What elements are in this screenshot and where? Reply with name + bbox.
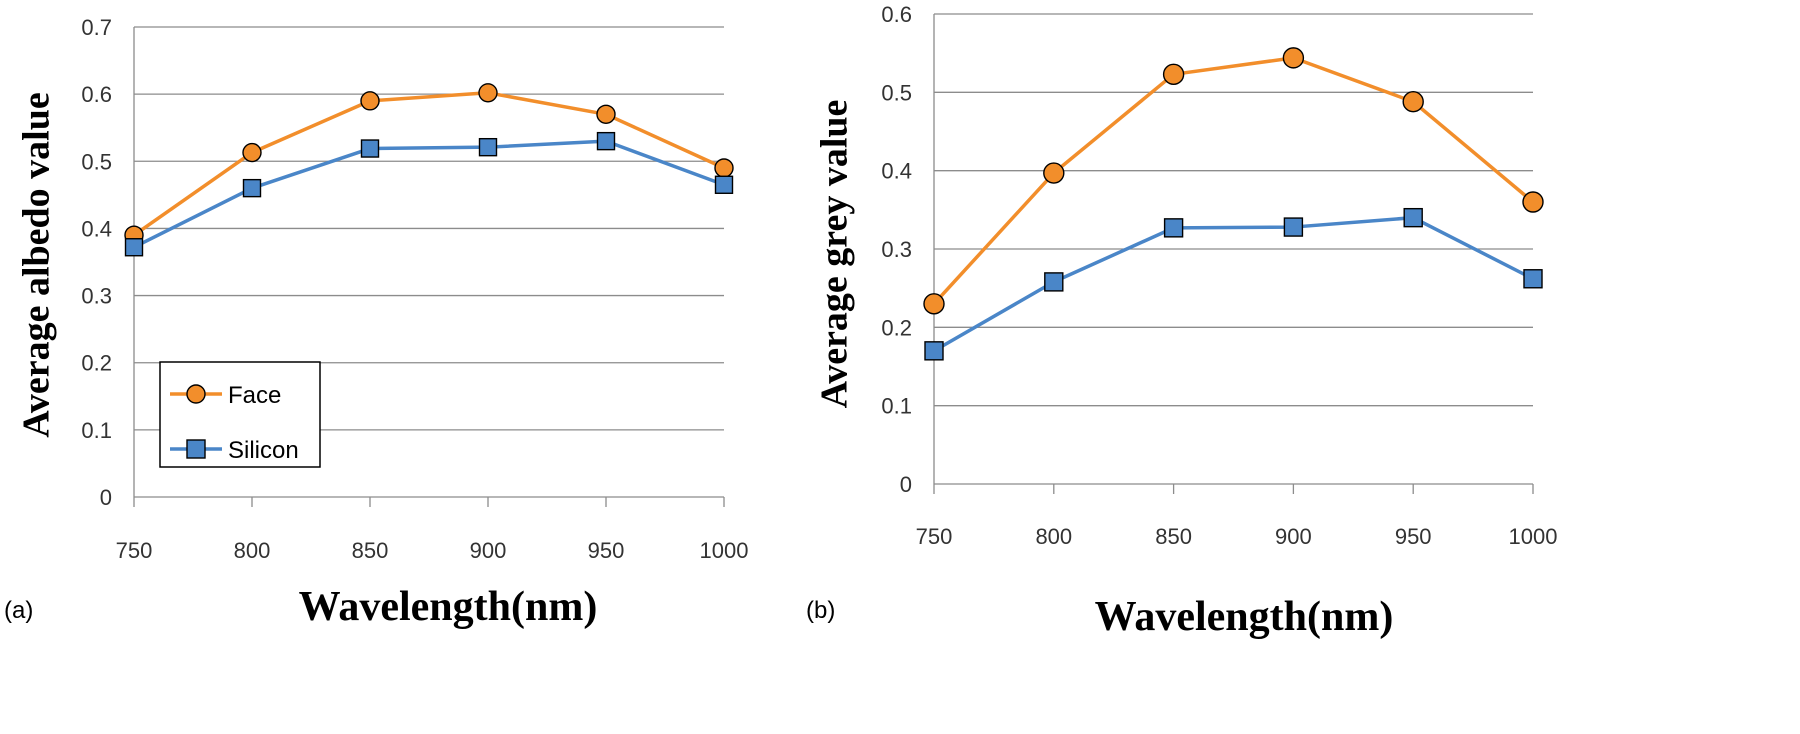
series-line-orange [932,56,1535,306]
x-tick-label: 800 [234,538,271,563]
data-point-circle [1162,63,1185,86]
x-axis-title: Wavelength(nm) [299,584,598,630]
data-point-circle [714,158,734,178]
data-point-square [714,175,734,194]
data-point-square [1523,269,1543,289]
data-point-square [360,139,380,158]
y-tick-label: 0 [100,485,112,510]
data-point-circle [1043,162,1065,184]
legend-marker-square [186,439,206,459]
x-tick-label: 800 [1035,524,1072,549]
data-point-circle [478,83,498,103]
y-tick-label: 0 [900,472,912,497]
panel-label: (b) [806,597,835,624]
legend-label-face: Face [228,382,281,409]
data-point-circle [923,293,945,315]
x-tick-label: 1000 [700,538,749,563]
data-point-circle [596,104,616,124]
y-tick-label: 0.2 [881,315,912,340]
x-axis-title: Wavelength(nm) [1095,594,1394,640]
y-axis-title: Average grey value [814,100,856,409]
x-tick-label: 950 [588,538,625,563]
series-line-silicon [133,139,725,249]
data-point-circle [1282,47,1305,69]
y-tick-label: 0.4 [81,216,112,241]
y-tick-label: 0.5 [881,80,912,105]
data-point-circle [1522,191,1544,213]
y-tick-label: 0.2 [81,351,112,376]
data-point-square [1163,218,1184,238]
data-point-square [1044,272,1064,292]
panel-label: (a) [4,597,33,624]
data-point-square [242,178,262,198]
y-tick-label: 0.3 [881,237,912,262]
y-axis-title: Average albedo value [16,92,58,437]
y-tick-label: 0.6 [81,82,112,107]
data-point-circle [1402,91,1424,113]
data-point-square [1403,207,1423,228]
legend-label-silicon: Silicon [228,437,299,464]
x-tick-label: 750 [916,524,953,549]
data-point-circle [242,142,262,163]
x-tick-label: 900 [1275,524,1312,549]
x-tick-label: 950 [1395,524,1432,549]
x-tick-label: 850 [1155,524,1192,549]
x-tick-label: 750 [116,538,153,563]
data-point-circle [360,91,380,111]
y-tick-label: 0.5 [81,149,112,174]
y-tick-label: 0.1 [881,394,912,419]
legend-marker-circle [186,384,206,404]
data-point-square [124,238,144,257]
data-point-square [1283,217,1304,237]
series-line-face [132,91,725,237]
series-line-blue [933,215,1534,353]
legend: Face Silicon [159,361,321,468]
chart-panel-2: 0 0.1 0.2 0.3 0.4 0.5 0.6 750 800 850 900 950 1000 Av… [806,2,1557,640]
y-tick-label: 0.1 [81,418,112,443]
x-tick-label: 1000 [1509,524,1558,549]
data-point-square [924,341,944,361]
y-tick-label: 0.3 [81,284,112,309]
y-tick-label: 0.4 [881,159,912,184]
x-tick-label: 900 [470,538,507,563]
x-tick-label: 850 [352,538,389,563]
data-point-square [596,131,616,151]
data-point-square [478,137,498,157]
chart-panel-1: 0 0.1 0.2 0.3 0.4 0.5 0.6 0.7 750 800 850 900 950 100… [4,15,748,630]
y-tick-label: 0.7 [81,15,112,40]
y-tick-label: 0.6 [881,2,912,27]
